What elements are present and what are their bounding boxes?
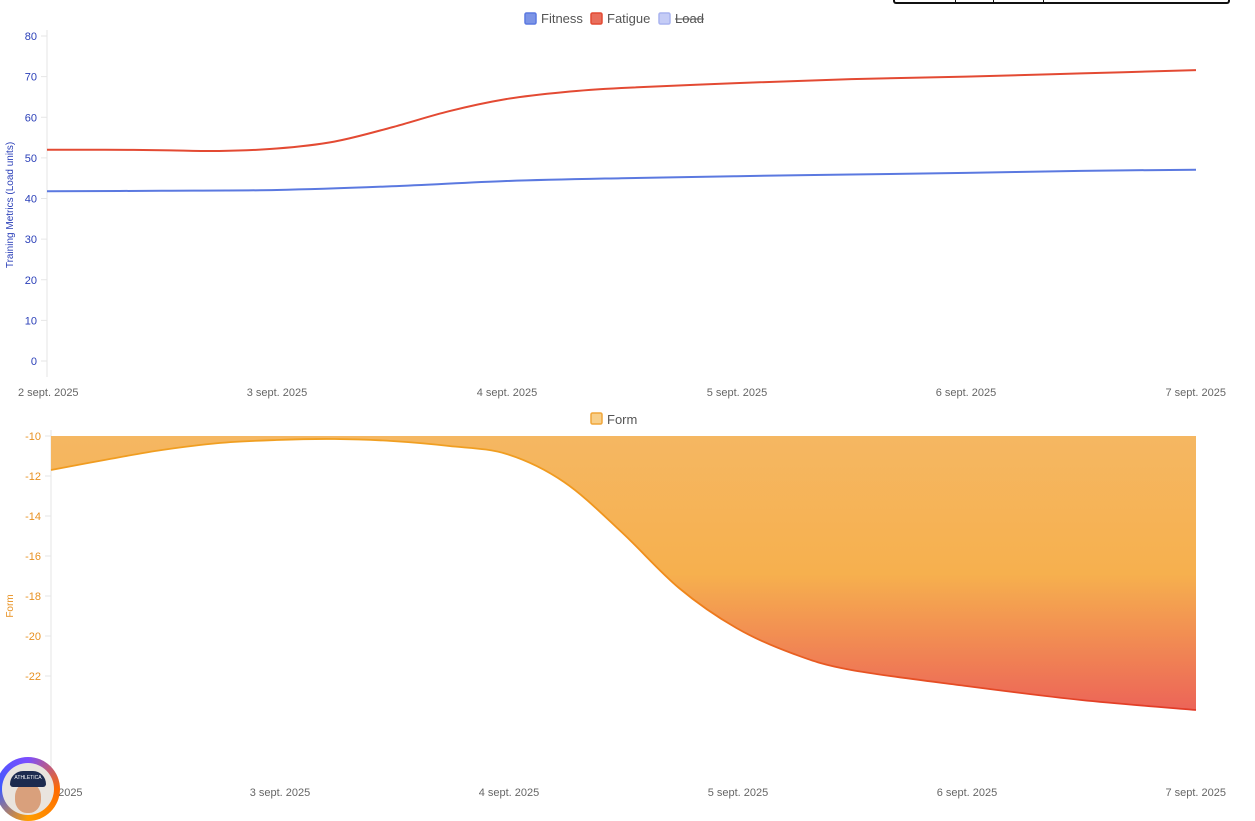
legend-label-form: Form bbox=[607, 412, 637, 427]
x-tick-label: 6 sept. 2025 bbox=[936, 387, 997, 399]
x-tick-label: 3 sept. 2025 bbox=[250, 787, 311, 799]
y-tick-label: 80 bbox=[25, 31, 37, 43]
y-axis-title: Training Metrics (Load units) bbox=[5, 142, 16, 268]
y-tick-label: 70 bbox=[25, 72, 37, 84]
y-tick-label: -12 bbox=[25, 471, 41, 483]
y-axis-title: Form bbox=[5, 594, 16, 617]
legend-swatch-fitness bbox=[524, 12, 537, 25]
x-tick-label: 3 sept. 2025 bbox=[247, 387, 308, 399]
y-tick-label: -18 bbox=[25, 591, 41, 603]
training-metrics-chart: 0 10 20 30 40 50 60 70 80 Training Metrics (Load … bbox=[5, 11, 1226, 399]
y-tick-label: -16 bbox=[25, 551, 41, 563]
x-tick-label: 4 sept. 2025 bbox=[479, 787, 540, 799]
y-tick-label: 50 bbox=[25, 153, 37, 165]
x-tick-label: 4 sept. 2025 bbox=[477, 387, 538, 399]
y-tick-label: -10 bbox=[25, 431, 41, 443]
y-tick-label: 20 bbox=[25, 275, 37, 287]
x-tick-label: 5 sept. 2025 bbox=[707, 387, 768, 399]
y-tick-label: 10 bbox=[25, 315, 37, 327]
series-line-fitness bbox=[46, 168, 1197, 193]
x-tick-label: 5 sept. 2025 bbox=[708, 787, 769, 799]
avatar-photo: ATHLETICA bbox=[2, 763, 54, 815]
legend-label-fitness: Fitness bbox=[541, 11, 583, 26]
x-tick-label: 2 sept. 2025 bbox=[18, 387, 79, 399]
form-line bbox=[50, 438, 1197, 711]
x-tick-label: 7 sept. 2025 bbox=[1165, 387, 1226, 399]
y-tick-label: 30 bbox=[25, 234, 37, 246]
y-tick-label: -22 bbox=[25, 671, 41, 683]
legend-swatch-load bbox=[658, 12, 671, 25]
series-line-fatigue bbox=[46, 69, 1197, 153]
y-tick-label: 40 bbox=[25, 194, 37, 206]
top-toolbar-edge bbox=[893, 0, 1230, 4]
form-area bbox=[51, 436, 1196, 710]
y-tick-label: 0 bbox=[31, 356, 37, 368]
y-tick-label: 60 bbox=[25, 112, 37, 124]
y-tick-label: -20 bbox=[25, 631, 41, 643]
legend-swatch-fatigue bbox=[590, 12, 603, 25]
user-avatar[interactable]: ATHLETICA bbox=[0, 757, 60, 821]
y-tick-label: -14 bbox=[25, 511, 41, 523]
legend-label-fatigue: Fatigue bbox=[607, 11, 650, 26]
x-tick-label: 6 sept. 2025 bbox=[937, 787, 998, 799]
x-tick-label: 7 sept. 2025 bbox=[1165, 787, 1226, 799]
legend-swatch-form bbox=[590, 412, 603, 425]
